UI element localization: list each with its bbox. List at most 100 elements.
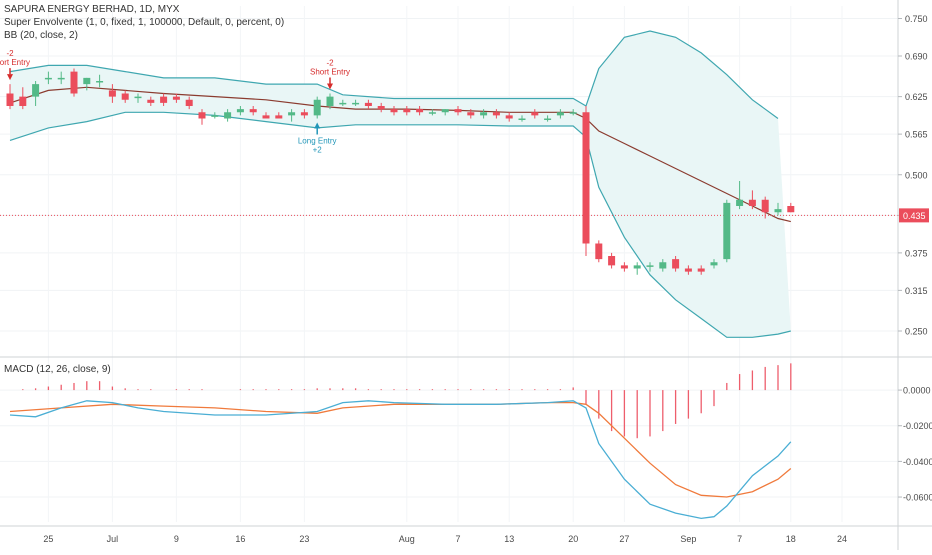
candle <box>441 109 449 116</box>
candle-body <box>185 99 193 106</box>
bollinger-bands <box>0 30 898 338</box>
candle <box>364 99 372 110</box>
candle-body <box>224 112 232 119</box>
candle <box>467 109 475 119</box>
candle-body <box>659 262 667 269</box>
date-tick-label: 20 <box>568 534 578 544</box>
date-tick-label: 23 <box>299 534 309 544</box>
candle <box>288 109 296 122</box>
short-entry-arrow-icon <box>7 74 13 81</box>
annotation: Long Entry+2 <box>298 122 337 155</box>
candle-body <box>697 268 705 272</box>
candle <box>608 252 616 269</box>
candle-body <box>211 115 219 117</box>
candle-body <box>723 202 731 260</box>
candle-body <box>467 112 475 116</box>
candle <box>377 102 385 113</box>
candle <box>659 259 667 272</box>
macd-tick-label: -0.0200 <box>903 421 932 431</box>
date-tick-label: Sep <box>680 534 696 544</box>
candle-body <box>390 109 398 113</box>
price-tick-label: 0.750 <box>905 14 928 24</box>
candle-body <box>352 102 360 105</box>
date-tick-label: 24 <box>837 534 847 544</box>
candle <box>198 109 206 125</box>
candle-body <box>198 112 206 119</box>
last-price-value: 0.435 <box>903 211 926 221</box>
candle-body <box>326 96 334 106</box>
date-tick-label: Aug <box>399 534 415 544</box>
long-entry-arrow-icon <box>314 122 321 129</box>
super-envolvente-label: Super Envolvente (1, 0, fixed, 1, 100000… <box>4 17 285 28</box>
candle-body <box>300 112 308 116</box>
candle-body <box>416 109 424 113</box>
macd-tick-label: -0.0600 <box>903 493 932 503</box>
candle-body <box>262 115 270 119</box>
candle <box>339 99 347 106</box>
bb-fill <box>10 31 791 338</box>
candle-body <box>44 77 52 80</box>
candle <box>556 109 564 119</box>
candle <box>185 96 193 110</box>
candle <box>492 109 500 119</box>
candle-body <box>672 259 680 269</box>
candle-body <box>19 96 27 106</box>
candle-body <box>761 199 769 213</box>
candle-body <box>275 115 283 119</box>
candle <box>326 93 334 110</box>
candle-body <box>403 109 411 113</box>
candle-body <box>134 96 142 99</box>
candle <box>172 93 180 103</box>
candle <box>300 109 308 119</box>
last-price-label: 0.435 <box>899 208 929 223</box>
candle-body <box>377 106 385 110</box>
annotation-label: Short Entry <box>310 68 350 77</box>
candle <box>275 112 283 119</box>
date-tick-label: 27 <box>619 534 629 544</box>
candle-body <box>364 102 372 106</box>
candle-body <box>57 77 65 80</box>
annotation-label: Long Entry <box>298 137 337 146</box>
date-tick-label: 16 <box>235 534 245 544</box>
date-tick-label: Jul <box>107 534 119 544</box>
candle <box>480 109 488 119</box>
candle-body <box>748 199 756 206</box>
date-tick-label: 7 <box>737 534 742 544</box>
candle <box>736 181 744 210</box>
candle <box>723 199 731 263</box>
date-tick-label: 9 <box>174 534 179 544</box>
price-tick-label: 0.250 <box>905 327 928 337</box>
candle-body <box>544 118 552 120</box>
candle-body <box>492 112 500 116</box>
candle-body <box>736 199 744 206</box>
price-tick-label: 0.500 <box>905 170 928 180</box>
candle <box>390 106 398 116</box>
macd-panel <box>9 363 792 520</box>
candle <box>544 115 552 122</box>
bb-label: BB (20, close, 2) <box>4 30 78 41</box>
last-price-box <box>899 208 929 223</box>
candle-body <box>70 71 78 94</box>
candle <box>416 106 424 116</box>
candle <box>224 109 232 122</box>
candle <box>57 71 65 85</box>
annotation-value: -2 <box>326 59 334 68</box>
bb-basis-line <box>9 86 791 223</box>
annotation: Short Entry-2 <box>310 59 350 90</box>
candle <box>620 262 628 272</box>
candle <box>697 265 705 275</box>
annotation-value: -2 <box>6 49 14 58</box>
short-entry-arrow-icon <box>327 83 333 90</box>
candle-body <box>288 112 296 116</box>
candle <box>211 112 219 119</box>
candle <box>748 190 756 210</box>
macd-tick-label: -0.0400 <box>903 457 932 467</box>
candle-body <box>518 118 526 120</box>
price-tick-label: 0.690 <box>905 52 928 62</box>
candle <box>32 81 40 106</box>
candle <box>44 71 52 85</box>
candle-body <box>620 265 628 269</box>
